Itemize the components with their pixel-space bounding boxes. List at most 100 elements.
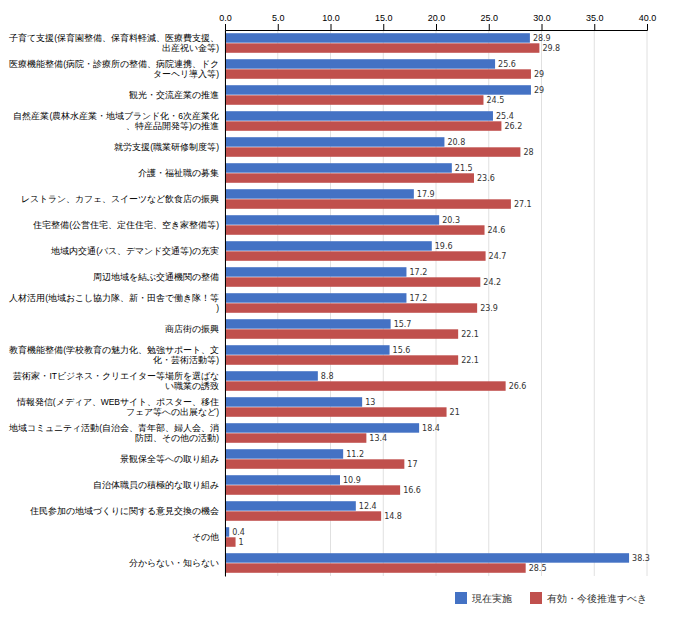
x-tick-label: 25.0 <box>480 13 498 23</box>
bars <box>225 33 629 573</box>
data-label: 26.2 <box>504 122 522 131</box>
bar <box>225 293 406 302</box>
legend-item: 有効・今後推進すべき <box>530 592 647 604</box>
bar-series <box>225 43 539 572</box>
bar <box>225 485 400 494</box>
y-tick: 人材活用(地域おこし協力隊、新・田舎で働き隊！等) <box>9 293 219 313</box>
y-tick-label: 住民参加の地域づくりに関する意見交換の機会 <box>30 506 219 516</box>
y-tick-label: 自治体職員の積極的な取り組み <box>93 480 219 490</box>
bar <box>225 189 414 198</box>
data-label: 21.5 <box>455 164 473 173</box>
bar <box>225 95 483 104</box>
bar <box>225 277 480 286</box>
y-tick: 住民参加の地域づくりに関する意見交換の機会 <box>30 506 219 516</box>
x-tick-label: 5.0 <box>272 13 285 23</box>
y-tick: 周辺地域を結ぶ交通機関の整備 <box>93 272 219 282</box>
bar <box>225 553 629 562</box>
bar <box>225 345 390 354</box>
y-tick-label-line: 周辺地域を結ぶ交通機関の整備 <box>93 272 219 282</box>
data-label: 17.2 <box>409 268 427 277</box>
y-tick-label-line: 分からない・知らない <box>129 558 219 568</box>
data-label: 1 <box>239 538 244 547</box>
x-tick: 30.0 <box>533 13 551 30</box>
data-label: 17.9 <box>417 190 435 199</box>
y-tick-label-line: 、特産品開発等)の推進 <box>126 121 219 131</box>
y-tick-label-line: 住宅整備(公営住宅、定住住宅、空き家整備等) <box>33 220 219 230</box>
y-tick-label: 医療機能整備(病院・診療所の整備、病院連携、ドクターヘリ導入等) <box>9 59 219 79</box>
y-tick: レストラン、カフェ、スイーツなど飲食店の振興 <box>21 194 219 204</box>
x-tick-label: 15.0 <box>375 13 393 23</box>
data-label: 29.8 <box>542 44 560 53</box>
y-axis-line <box>225 31 226 577</box>
y-tick-label: 地域内交通(バス、デマンド交通等)の充実 <box>50 246 219 256</box>
y-tick-label-line: 就労支援(職業研修制度等) <box>114 142 219 152</box>
bar <box>225 215 439 224</box>
grid-line <box>647 30 648 576</box>
y-tick-label-line: 景観保全等への取り組み <box>120 454 219 464</box>
y-tick-label-line: ) <box>216 303 219 313</box>
grid-line <box>225 30 226 576</box>
bar <box>225 537 236 546</box>
y-tick-label: 芸術家・ITビジネス・クリエイター等場所を選ばない職業の誘致 <box>13 371 219 391</box>
y-tick: 地域内交通(バス、デマンド交通等)の充実 <box>50 246 219 256</box>
legend-label: 有効・今後推進すべき <box>547 593 647 604</box>
data-label: 20.8 <box>447 138 465 147</box>
grid-line <box>541 30 542 576</box>
x-tick-label: 20.0 <box>428 13 446 23</box>
y-tick: 情報発信(メディア、WEBサイト、ポスター、移住フェア等への出展など) <box>16 397 219 417</box>
x-tick: 40.0 <box>639 13 657 30</box>
y-tick-label-line: 子育て支援(保育園整備、保育料軽減、医療費支援、 <box>9 33 219 43</box>
bar <box>225 407 447 416</box>
y-tick-label-line: レストラン、カフェ、スイーツなど飲食店の振興 <box>21 194 219 204</box>
y-tick-label-line: 化・芸術活動等) <box>153 355 219 365</box>
bar <box>225 241 432 250</box>
bar <box>225 267 406 276</box>
y-tick-label-line: 人材活用(地域おこし協力隊、新・田舎で働き隊！等 <box>9 293 219 303</box>
data-label: 21 <box>450 408 460 417</box>
bar <box>225 459 404 468</box>
data-label: 24.7 <box>489 252 507 261</box>
data-label: 23.9 <box>480 304 498 313</box>
data-label: 15.7 <box>394 320 412 329</box>
y-tick-label: 観光・交流産業の推進 <box>129 90 219 100</box>
legend-item: 現在実施 <box>455 592 512 604</box>
bar <box>225 563 526 572</box>
y-tick-label: 分からない・知らない <box>129 558 219 568</box>
y-tick: 自治体職員の積極的な取り組み <box>93 480 219 490</box>
bar <box>225 69 531 78</box>
y-tick: 芸術家・ITビジネス・クリエイター等場所を選ばない職業の誘致 <box>13 371 219 391</box>
bar <box>225 137 444 146</box>
x-tick: 35.0 <box>586 13 604 30</box>
legend-swatch <box>530 592 542 604</box>
data-label: 28.9 <box>533 34 551 43</box>
y-tick: 子育て支援(保育園整備、保育料軽減、医療費支援、出産祝い金等) <box>9 33 219 53</box>
y-axis: 子育て支援(保育園整備、保育料軽減、医療費支援、出産祝い金等) 医療機能整備(病院… <box>8 31 225 577</box>
y-tick-label-line: 情報発信(メディア、WEBサイト、ポスター、移住 <box>16 397 219 407</box>
x-tick-label: 30.0 <box>533 13 551 23</box>
grid <box>225 30 647 576</box>
data-label: 13 <box>365 398 375 407</box>
x-tick-label: 35.0 <box>586 13 604 23</box>
y-tick: 観光・交流産業の推進 <box>129 90 219 100</box>
y-tick-label: 地域コミュニティ活動(自治会、青年部、婦人会、消防団、その他の活動) <box>8 423 219 443</box>
bar <box>225 173 474 182</box>
x-tick-mark <box>225 24 226 30</box>
bar <box>225 33 530 42</box>
bar <box>225 111 493 120</box>
bar <box>225 121 501 130</box>
bar <box>225 225 485 234</box>
y-tick-label-line: 医療機能整備(病院・診療所の整備、病院連携、ドク <box>9 59 219 69</box>
y-tick-label: 商店街の振興 <box>165 324 219 334</box>
bar <box>225 43 539 52</box>
y-tick: 自然産業(農林水産業・地域ブランド化・6次産業化、特産品開発等)の推進 <box>13 111 219 131</box>
data-labels: 28.925.62925.420.821.517.920.319.617.217… <box>232 34 650 573</box>
y-tick-label: 景観保全等への取り組み <box>120 454 219 464</box>
data-label: 22.1 <box>461 356 479 365</box>
y-tick-label: 子育て支援(保育園整備、保育料軽減、医療費支援、出産祝い金等) <box>9 33 219 53</box>
y-tick-label-line: ターヘリ導入等) <box>153 69 219 79</box>
bar <box>225 475 340 484</box>
y-tick-label: 教育機能整備(学校教育の魅力化、勉強サポート、文化・芸術活動等) <box>9 345 219 365</box>
bar <box>225 355 458 364</box>
y-tick-label-line: 介護・福祉職の募集 <box>138 168 219 178</box>
data-label: 22.1 <box>461 330 479 339</box>
